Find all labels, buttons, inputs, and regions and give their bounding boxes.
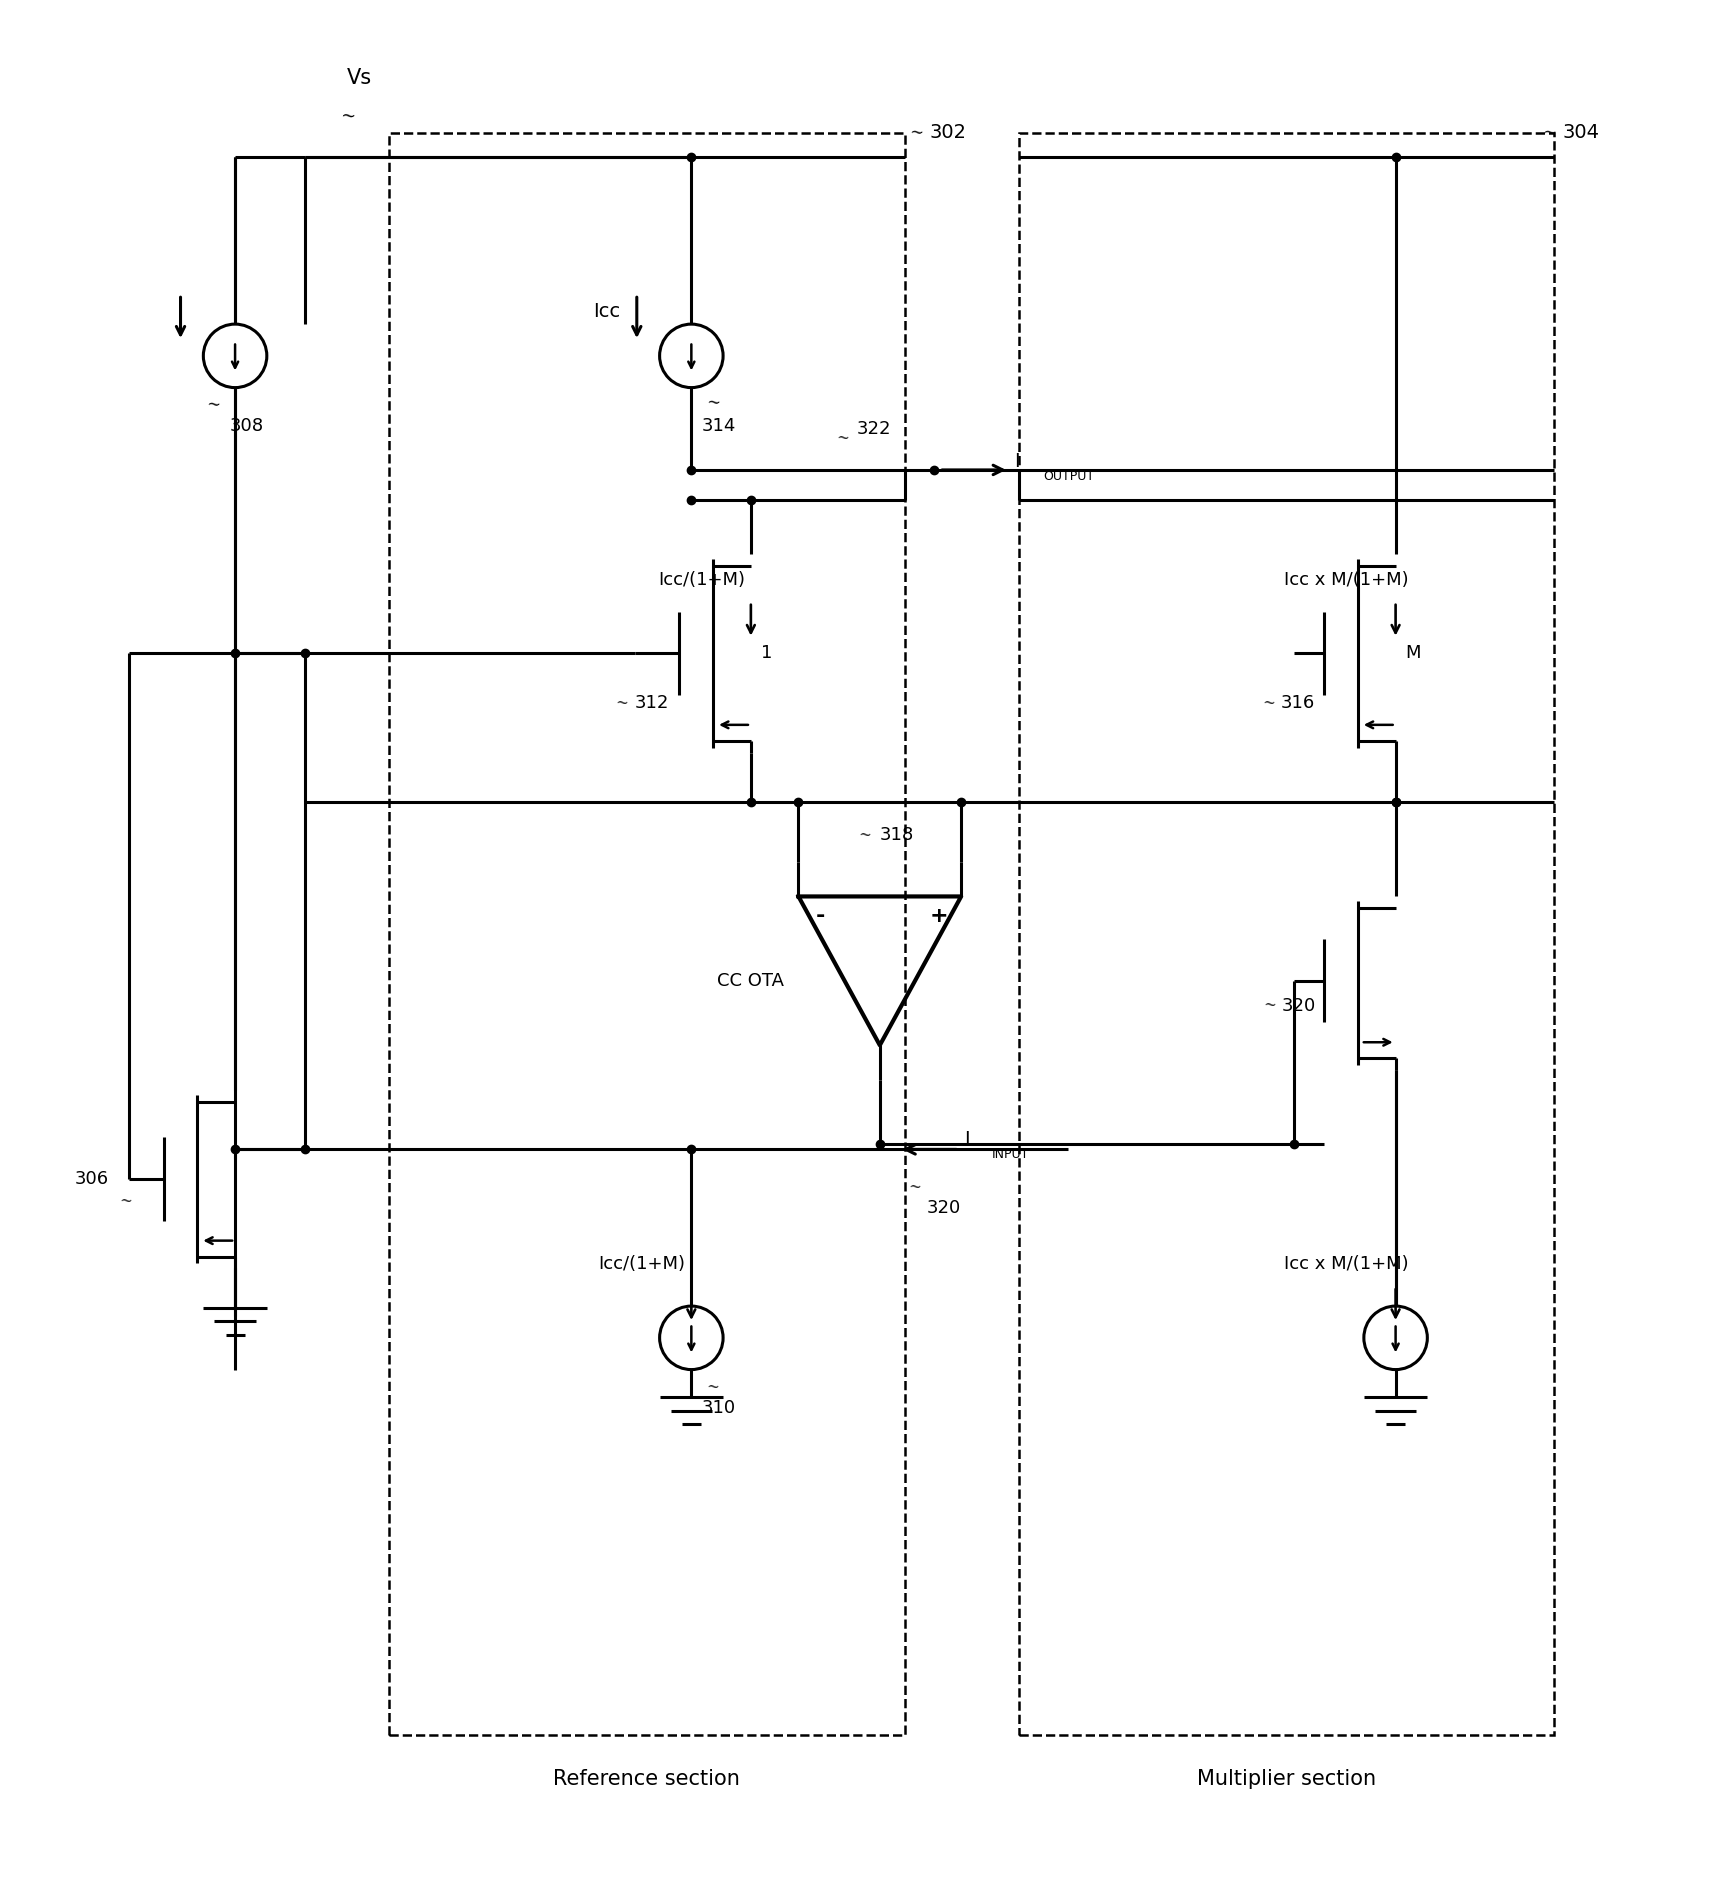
Text: 310: 310 (701, 1399, 735, 1418)
Text: ∼: ∼ (339, 106, 357, 125)
Text: ∼: ∼ (206, 397, 221, 414)
Text: 312: 312 (634, 694, 668, 713)
Text: 320: 320 (927, 1200, 960, 1217)
Text: 302: 302 (929, 124, 967, 143)
Text: 1: 1 (761, 644, 773, 662)
Text: Icc: Icc (593, 302, 620, 321)
Text: CC OTA: CC OTA (716, 971, 783, 990)
Text: Icc/(1+M): Icc/(1+M) (598, 1255, 686, 1274)
Text: ∼: ∼ (1541, 124, 1556, 143)
Text: INPUT: INPUT (992, 1148, 1030, 1162)
Text: 304: 304 (1561, 124, 1599, 143)
Text: +: + (931, 907, 948, 926)
Bar (389, 133, 905, 1734)
Text: ∼: ∼ (118, 1194, 134, 1209)
Text: ∼: ∼ (908, 124, 924, 143)
Text: ∼: ∼ (859, 827, 872, 842)
Text: OUTPUT: OUTPUT (1044, 470, 1095, 483)
Text: Reference section: Reference section (554, 1770, 740, 1789)
Text: ∼: ∼ (706, 1380, 720, 1395)
Text: Multiplier section: Multiplier section (1196, 1770, 1376, 1789)
Text: 314: 314 (701, 418, 735, 435)
Text: Vs: Vs (346, 68, 372, 87)
Text: ∼: ∼ (836, 432, 850, 445)
Text: 316: 316 (1280, 694, 1315, 713)
Text: ∼: ∼ (908, 1179, 922, 1194)
Text: 322: 322 (857, 420, 891, 439)
Text: M: M (1405, 644, 1421, 662)
Text: Icc/(1+M): Icc/(1+M) (658, 570, 746, 589)
Text: ∼: ∼ (1262, 696, 1275, 711)
Text: 318: 318 (879, 825, 914, 844)
Text: 306: 306 (75, 1171, 110, 1188)
Text: ∼: ∼ (706, 394, 722, 413)
Text: -: - (816, 907, 824, 926)
Bar (1018, 133, 1555, 1734)
Text: 308: 308 (230, 418, 264, 435)
Text: ∼: ∼ (615, 696, 629, 711)
Text: 320: 320 (1282, 996, 1316, 1015)
Text: Icc x M/(1+M): Icc x M/(1+M) (1284, 570, 1409, 589)
Text: Icc x M/(1+M): Icc x M/(1+M) (1284, 1255, 1409, 1274)
Text: ∼: ∼ (1263, 998, 1277, 1013)
Text: I: I (963, 1129, 970, 1148)
Text: I: I (1013, 452, 1020, 471)
